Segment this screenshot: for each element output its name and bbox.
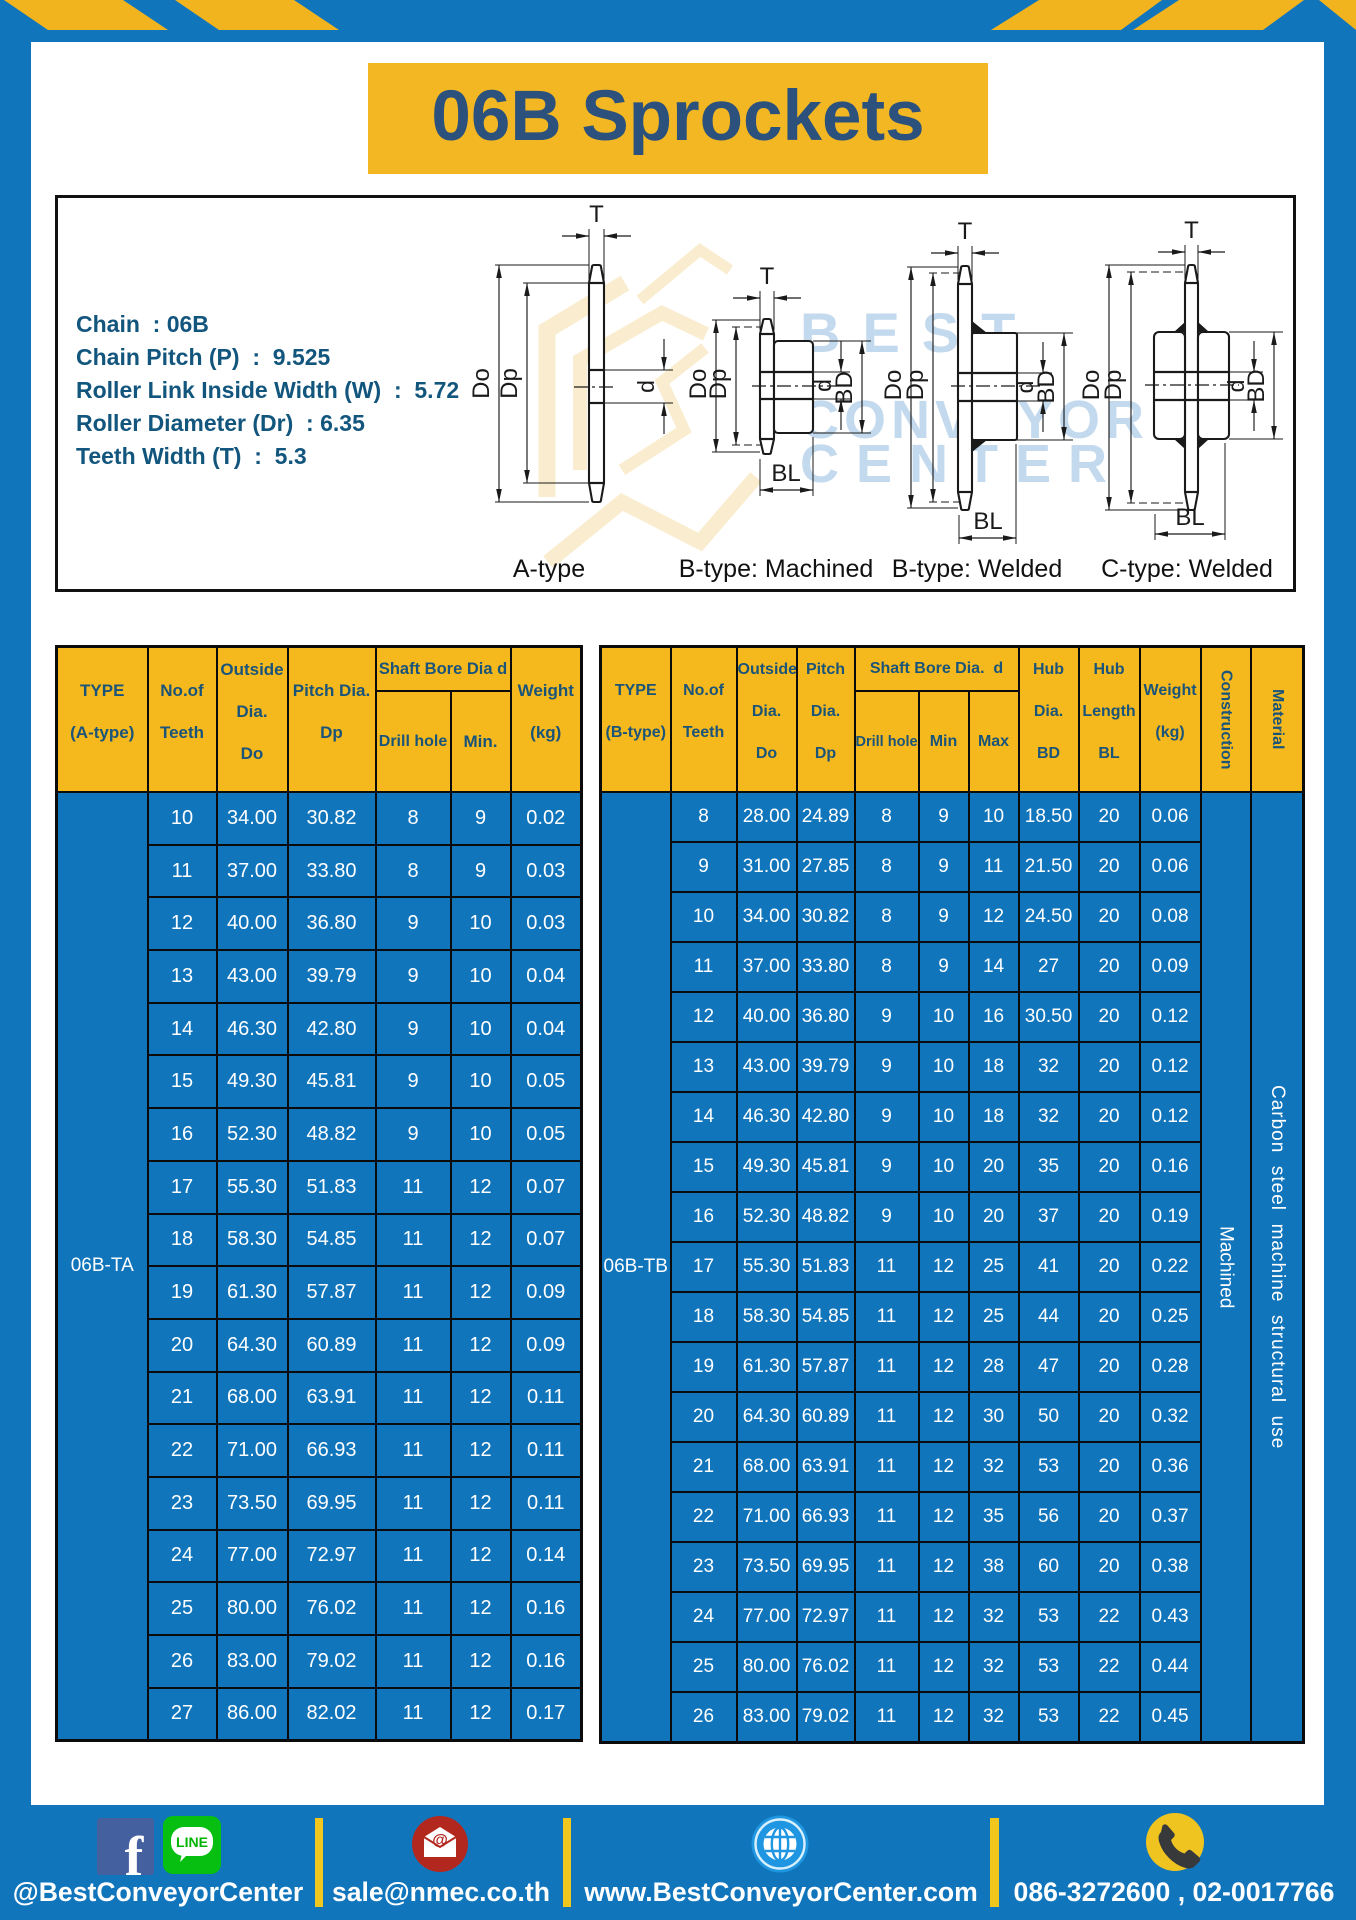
- svg-text:T: T: [958, 218, 973, 245]
- svg-text:BL: BL: [973, 508, 1002, 535]
- svg-text:d: d: [1223, 380, 1249, 393]
- svg-text:d: d: [633, 380, 659, 393]
- svg-text:BD: BD: [1243, 369, 1270, 402]
- svg-text:B-type: Machined: B-type: Machined: [679, 555, 874, 583]
- svg-text:BL: BL: [1175, 504, 1204, 531]
- svg-text:@: @: [432, 1832, 448, 1849]
- svg-text:Dp: Dp: [496, 368, 523, 399]
- svg-text:A-type: A-type: [513, 555, 585, 583]
- svg-text:T: T: [1184, 217, 1199, 244]
- svg-text:Dp: Dp: [902, 370, 929, 401]
- svg-text:086-3272600 , 02-0017766: 086-3272600 , 02-0017766: [1014, 1877, 1335, 1907]
- svg-text:Do: Do: [685, 369, 712, 400]
- svg-text:d: d: [1012, 381, 1038, 394]
- svg-text:T: T: [589, 201, 604, 228]
- svg-text:LINE: LINE: [176, 1834, 208, 1850]
- svg-text:d: d: [810, 379, 836, 392]
- svg-text:B-type: Welded: B-type: Welded: [892, 555, 1062, 583]
- svg-text:CENTER: CENTER: [800, 434, 1124, 494]
- svg-text:BD: BD: [1033, 370, 1060, 403]
- svg-text:Do: Do: [468, 368, 495, 399]
- svg-text:T: T: [760, 263, 775, 290]
- svg-text:C-type: Welded: C-type: Welded: [1101, 555, 1273, 583]
- svg-text:@BestConveyorCenter: @BestConveyorCenter: [13, 1877, 303, 1907]
- svg-text:BL: BL: [771, 460, 800, 487]
- svg-text:Dp: Dp: [705, 369, 732, 400]
- svg-text:BD: BD: [831, 371, 858, 404]
- svg-text:Do: Do: [880, 370, 907, 401]
- svg-text:Dp: Dp: [1100, 370, 1127, 401]
- svg-text:www.BestConveyorCenter.com: www.BestConveyorCenter.com: [583, 1877, 978, 1907]
- svg-text:f: f: [125, 1826, 145, 1888]
- svg-text:Do: Do: [1078, 370, 1105, 401]
- svg-text:sale@nmec.co.th: sale@nmec.co.th: [332, 1877, 550, 1907]
